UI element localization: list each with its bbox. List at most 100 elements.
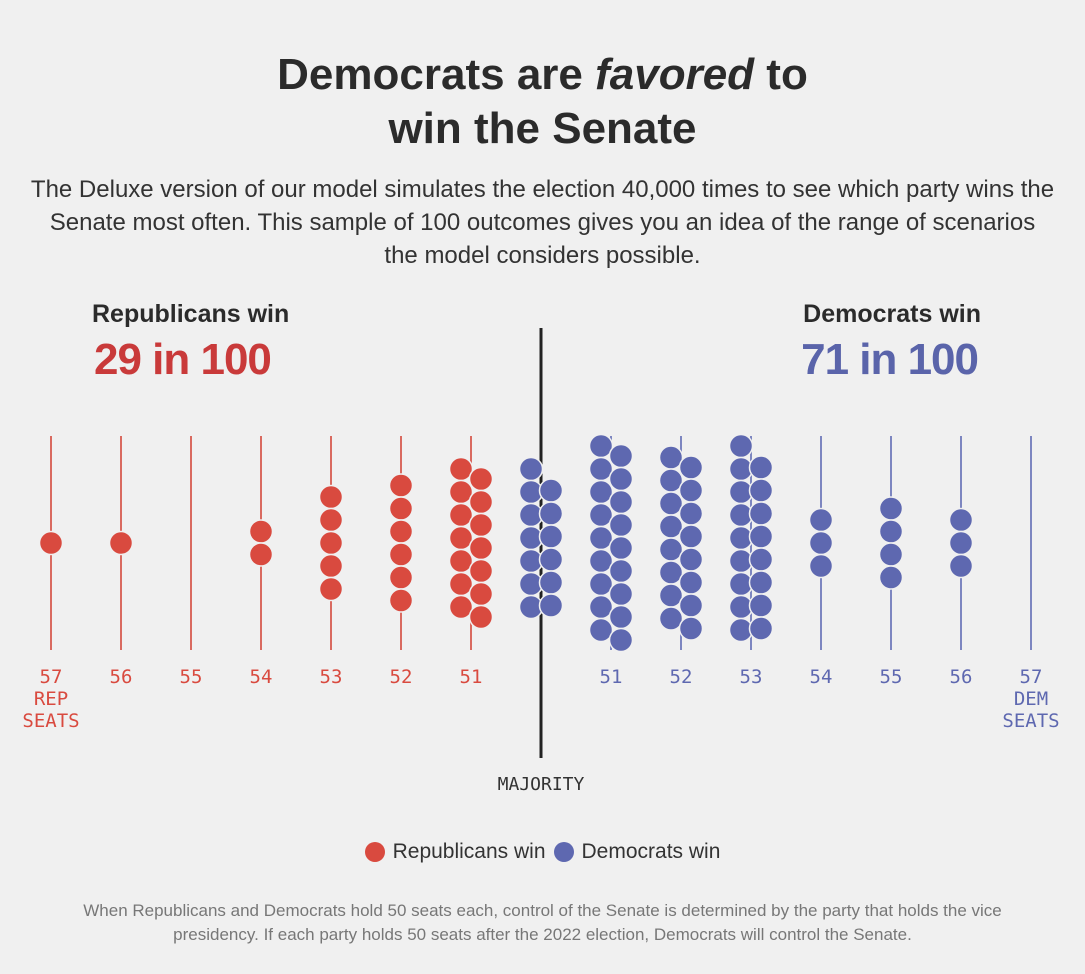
outcome-dot-dem-56-0 xyxy=(948,507,974,533)
legend-item-rep: Republicans win xyxy=(364,840,546,864)
outcome-dot-dem-53-13 xyxy=(748,547,774,572)
legend-item-dem: Democrats win xyxy=(553,840,721,864)
tick-label-rep-54: 54 xyxy=(250,666,273,688)
tick-sublabel-dem-1: SEATS xyxy=(1002,710,1059,732)
outcome-dot-dem-col7-11 xyxy=(538,570,564,595)
outcome-dot-dem-51-11 xyxy=(608,489,634,515)
outcome-dot-dem-53-14 xyxy=(748,570,774,595)
tick-label-rep-55: 55 xyxy=(180,666,203,688)
outcome-dot-rep-52-0 xyxy=(388,473,414,498)
rep-summary: 29 in 100 xyxy=(94,335,272,384)
legend-swatch-dem xyxy=(553,842,574,862)
outcome-dot-rep-57-0 xyxy=(38,530,64,556)
outcome-dot-rep-53-3 xyxy=(318,553,344,579)
outcome-dot-dem-53-15 xyxy=(748,593,774,618)
outcome-dot-rep-52-3 xyxy=(388,542,414,567)
outcome-dot-rep-51-12 xyxy=(468,581,494,607)
outcome-dot-rep-54-1 xyxy=(248,542,274,567)
tick-label-dem-53: 53 xyxy=(740,666,763,688)
tick-label-dem-56: 56 xyxy=(950,666,973,688)
outcome-dot-dem-52-14 xyxy=(678,593,704,618)
outcome-dot-dem-56-1 xyxy=(948,530,974,556)
outcome-dot-dem-53-9 xyxy=(748,455,774,480)
outcome-dot-rep-53-0 xyxy=(318,484,344,510)
outcome-dot-dem-51-15 xyxy=(608,581,634,607)
outcome-dot-dem-col7-10 xyxy=(538,547,564,572)
outcome-dot-dem-51-12 xyxy=(608,512,634,538)
tick-label-rep-56: 56 xyxy=(110,666,133,688)
outcome-dot-dem-51-16 xyxy=(608,604,634,630)
dem-summary: 71 in 100 xyxy=(801,335,979,384)
outcome-dot-dem-54-1 xyxy=(808,530,834,556)
outcome-dot-dem-52-10 xyxy=(678,501,704,526)
outcome-dot-rep-53-1 xyxy=(318,507,344,533)
outcome-dot-dem-51-9 xyxy=(608,443,634,469)
tick-label-dem-52: 52 xyxy=(670,666,693,688)
outcome-dot-rep-51-7 xyxy=(468,466,494,492)
outcome-dot-rep-54-0 xyxy=(248,519,274,544)
outcome-dot-dem-55-2 xyxy=(878,542,904,567)
outcome-dot-rep-51-8 xyxy=(468,489,494,515)
outcome-dot-dem-col7-7 xyxy=(538,478,564,503)
tick-label-dem-51: 51 xyxy=(600,666,623,688)
tick-label-dem-57: 57 xyxy=(1020,666,1043,688)
outcome-dot-rep-51-9 xyxy=(468,512,494,538)
tick-label-rep-57: 57 xyxy=(40,666,63,688)
outcome-dot-dem-53-12 xyxy=(748,524,774,549)
outcome-dot-dem-53-11 xyxy=(748,501,774,526)
title-prefix: Democrats are xyxy=(277,50,596,99)
outcome-dot-dem-54-2 xyxy=(808,553,834,579)
outcome-dot-dem-54-0 xyxy=(808,507,834,533)
outcome-dot-dem-col7-8 xyxy=(538,501,564,526)
outcome-dot-rep-52-1 xyxy=(388,496,414,521)
outcome-dot-dem-col7-0 xyxy=(518,456,544,482)
tick-sublabel-rep-1: SEATS xyxy=(22,710,79,732)
rep-heading: Republicans win xyxy=(92,300,290,328)
outcome-dot-rep-52-2 xyxy=(388,519,414,544)
outcome-dot-dem-55-0 xyxy=(878,496,904,521)
outcome-dot-dem-51-10 xyxy=(608,466,634,492)
outcome-dot-dem-53-0 xyxy=(728,433,754,459)
dem-heading: Democrats win xyxy=(803,300,981,328)
tick-label-dem-54: 54 xyxy=(810,666,833,688)
outcome-dot-dem-51-13 xyxy=(608,535,634,561)
outcome-dot-dem-col7-12 xyxy=(538,593,564,618)
outcome-dot-rep-53-4 xyxy=(318,576,344,602)
legend: Republicans win Democrats win xyxy=(0,840,1085,864)
legend-swatch-rep xyxy=(364,842,385,862)
footnote: When Republicans and Democrats hold 50 s… xyxy=(83,901,1002,944)
outcome-dot-dem-55-1 xyxy=(878,519,904,544)
tick-sublabel-dem-0: DEM xyxy=(1014,688,1048,710)
outcome-dot-rep-51-11 xyxy=(468,558,494,584)
outcome-dot-dem-51-8 xyxy=(588,617,614,643)
title-emphasis: favored xyxy=(595,50,755,99)
tick-label-rep-52: 52 xyxy=(390,666,413,688)
chart-subtitle: The Deluxe version of our model simulate… xyxy=(30,176,1055,269)
outcome-dot-rep-51-6 xyxy=(448,594,474,620)
outcome-dot-dem-56-2 xyxy=(948,553,974,579)
outcome-dot-dem-52-9 xyxy=(678,478,704,503)
outcome-dot-rep-56-0 xyxy=(108,530,134,556)
tick-label-dem-55: 55 xyxy=(880,666,903,688)
outcome-dot-rep-52-5 xyxy=(388,588,414,613)
outcome-dot-dem-53-10 xyxy=(748,478,774,503)
outcome-dot-dem-52-12 xyxy=(678,547,704,572)
tick-label-rep-51: 51 xyxy=(460,666,483,688)
title-suffix: to xyxy=(754,50,808,99)
legend-label-dem: Democrats win xyxy=(581,840,721,863)
outcome-dot-dem-53-16 xyxy=(748,616,774,641)
outcome-dot-dem-51-14 xyxy=(608,558,634,584)
outcome-dot-dem-52-7 xyxy=(658,606,684,631)
tick-sublabel-rep-0: REP xyxy=(34,688,68,710)
outcome-dot-dem-51-17 xyxy=(608,627,634,653)
outcome-dot-rep-51-13 xyxy=(468,604,494,630)
majority-label: MAJORITY xyxy=(498,774,585,795)
outcome-dot-dem-52-13 xyxy=(678,570,704,595)
outcome-dot-dem-52-11 xyxy=(678,524,704,549)
outcome-dot-dem-52-15 xyxy=(678,616,704,641)
legend-label-rep: Republicans win xyxy=(392,840,546,863)
outcome-dot-rep-51-10 xyxy=(468,535,494,561)
outcome-dot-rep-52-4 xyxy=(388,565,414,590)
